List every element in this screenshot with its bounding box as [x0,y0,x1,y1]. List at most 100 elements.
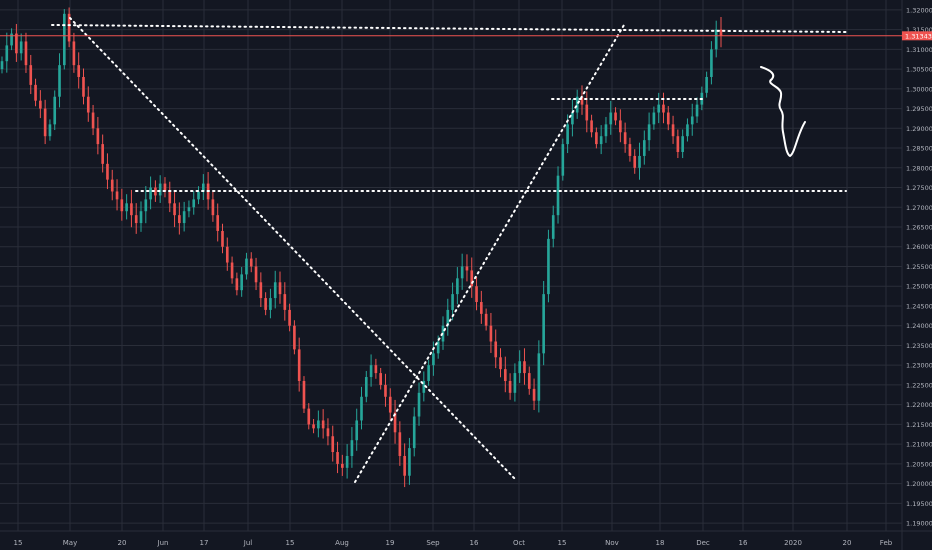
candle-down[interactable] [77,65,81,77]
candle-up[interactable] [53,96,57,125]
candle-up[interactable] [690,116,694,125]
candle-up[interactable] [317,420,320,429]
candle-down[interactable] [235,278,239,291]
candle-down[interactable] [619,120,622,133]
candle-down[interactable] [39,100,42,109]
candle-up[interactable] [158,183,162,196]
candle-up[interactable] [446,309,450,326]
candle-up[interactable] [547,238,550,295]
candle-down[interactable] [254,266,258,283]
candle-up[interactable] [714,29,718,50]
candle-up[interactable] [240,274,243,291]
candle-down[interactable] [331,436,335,453]
candle-down[interactable] [29,65,33,85]
candle-up[interactable] [604,124,608,137]
candle-down[interactable] [211,199,215,216]
candle-down[interactable] [302,380,306,409]
candle-down[interactable] [134,215,138,224]
candle-up[interactable] [10,33,13,46]
candle-down[interactable] [321,420,325,429]
candle-up[interactable] [182,211,186,224]
candle-down[interactable] [480,302,483,314]
candle-up[interactable] [695,104,699,117]
candle-up[interactable] [542,294,545,354]
candle-down[interactable] [623,132,627,145]
candle-down[interactable] [67,13,71,42]
candle-down[interactable] [336,452,339,464]
candle-up[interactable] [652,112,656,125]
candle-up[interactable] [355,420,359,441]
candle-down[interactable] [96,128,100,145]
candle-down[interactable] [499,357,502,370]
candle-down[interactable] [15,33,18,54]
candle-down[interactable] [86,96,90,113]
candle-down[interactable] [527,373,531,389]
candle-down[interactable] [43,108,47,137]
candle-down[interactable] [130,203,133,216]
candle-down[interactable] [580,96,584,105]
candle-down[interactable] [633,155,637,168]
candle-up[interactable] [432,353,435,366]
candle-down[interactable] [24,41,28,66]
candle-up[interactable] [269,298,272,310]
candle-up[interactable] [350,440,354,456]
candle-down[interactable] [106,163,109,180]
candle-down[interactable] [82,76,85,97]
candle-down[interactable] [163,183,167,192]
candle-down[interactable] [293,325,296,350]
candle-up[interactable] [436,341,440,354]
candle-down[interactable] [671,124,675,137]
candle-down[interactable] [297,349,301,381]
candle-up[interactable] [62,13,66,66]
uptrend-line[interactable] [354,24,625,483]
candle-up[interactable] [537,353,541,401]
candle-up[interactable] [345,455,349,468]
candle-down[interactable] [676,136,680,152]
candle-up[interactable] [571,112,574,125]
candle-down[interactable] [532,388,536,401]
time-axis[interactable]: 15 May 20 Jun 17 Jul 15 Aug 19 Sep 16 Oct 15 Nov 18 Dec… [0,530,932,547]
candle-down[interactable] [168,191,172,204]
candle-up[interactable] [518,361,521,374]
candle-up[interactable] [408,448,411,476]
candle-down[interactable] [101,144,104,164]
candle-up[interactable] [245,258,248,275]
candle-up[interactable] [642,140,646,156]
candle-up[interactable] [48,124,52,137]
candle-up[interactable] [417,392,421,417]
candle-down[interactable] [91,112,95,129]
candle-up[interactable] [202,183,205,192]
candle-down[interactable] [470,270,474,287]
candle-up[interactable] [556,175,560,216]
candle-down[interactable] [384,384,387,397]
candle-down[interactable] [628,144,632,156]
candle-down[interactable] [326,428,330,437]
candle-up[interactable] [566,124,569,145]
candle-up[interactable] [19,41,23,54]
candle-down[interactable] [120,199,124,212]
candle-down[interactable] [379,373,382,385]
candle-up[interactable] [273,282,277,299]
candle-down[interactable] [719,29,723,36]
candle-down[interactable] [115,191,119,200]
candle-down[interactable] [225,246,229,263]
candle-up[interactable] [460,266,464,279]
candle-down[interactable] [249,258,253,267]
candle-down[interactable] [110,179,114,192]
candle-down[interactable] [662,104,665,113]
downtrend-line[interactable] [69,17,517,481]
candle-down[interactable] [523,361,526,374]
candle-down[interactable] [614,112,617,121]
candle-up[interactable] [412,416,416,449]
price-axis[interactable]: 1.32000 1.31500 1.31000 1.30500 1.30000 1.295… [901,0,932,550]
candle-up[interactable] [58,65,61,97]
candle-down[interactable] [590,120,593,133]
candle-down[interactable] [216,215,220,231]
candle-down[interactable] [403,455,406,476]
candle-up[interactable] [192,199,196,208]
candle-down[interactable] [465,266,469,271]
candle-up[interactable] [681,136,684,152]
candle-up[interactable] [657,104,661,113]
candle-up[interactable] [456,278,459,295]
candle-down[interactable] [666,112,670,125]
